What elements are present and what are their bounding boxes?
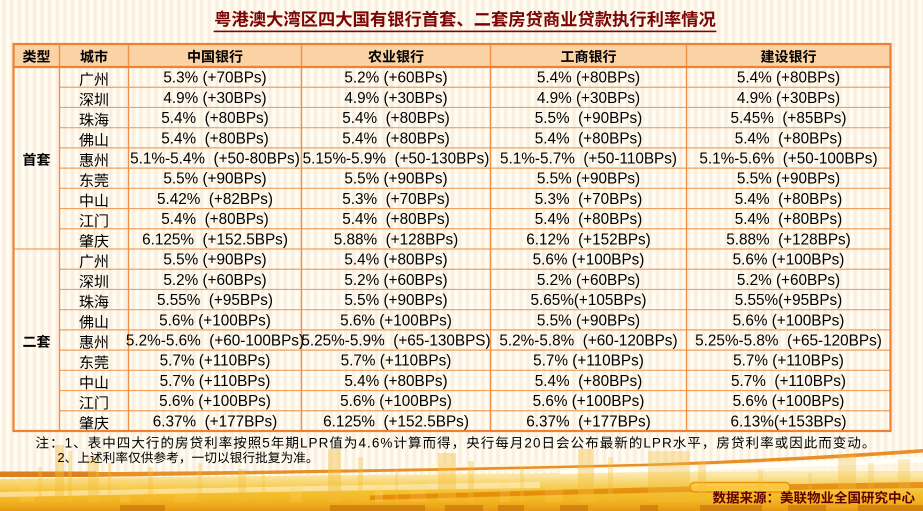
svg-text:5.3% (+70BPs): 5.3% (+70BPs) [163,70,266,87]
svg-text:6.13%(+153BPs): 6.13%(+153BPs) [730,413,846,430]
svg-text:5.4% (+80BPs): 5.4% (+80BPs) [342,110,450,127]
svg-text:5.2% (+60BPs): 5.2% (+60BPs) [737,272,840,289]
svg-text:5.5% (+90BPs): 5.5% (+90BPs) [344,171,447,188]
svg-text:6.37% (+177BPs): 6.37% (+177BPs) [153,413,278,430]
svg-text:5.4% (+80BPs): 5.4% (+80BPs) [161,110,269,127]
svg-text:5.2% (+60BPs): 5.2% (+60BPs) [163,272,266,289]
svg-text:5.5% (+90BPs): 5.5% (+90BPs) [535,110,643,127]
svg-text:6.12% (+152BPs): 6.12% (+152BPs) [526,231,651,248]
svg-text:20: 20 [524,436,541,451]
svg-text:4.9% (+30BPs): 4.9% (+30BPs) [163,90,266,107]
svg-text:5.4% (+80BPs): 5.4% (+80BPs) [342,211,450,228]
svg-text:5.4% (+80BPs): 5.4% (+80BPs) [342,130,450,147]
svg-text:5.2% (+60BPs): 5.2% (+60BPs) [344,272,447,289]
svg-text:5.7% (+110BPs): 5.7% (+110BPs) [160,353,271,370]
svg-text:5.45% (+85BPs): 5.45% (+85BPs) [730,110,846,127]
svg-text:4.9% (+30BPs): 4.9% (+30BPs) [344,90,447,107]
svg-text:5.4% (+80BPs): 5.4% (+80BPs) [535,211,643,228]
svg-text:5.6% (+100BPs): 5.6% (+100BPs) [733,252,845,269]
svg-text:5.5% (+90BPs): 5.5% (+90BPs) [537,312,640,329]
svg-text:5.55% (+95BPs): 5.55% (+95BPs) [157,292,273,309]
svg-text:5.7% (+110BPs): 5.7% (+110BPs) [533,353,644,370]
svg-text:5.2%-5.6% (+60-100BPs): 5.2%-5.6% (+60-100BPs) [126,333,304,350]
svg-text:5.5% (+90BPs): 5.5% (+90BPs) [163,252,266,269]
svg-text:5.4% (+80BPs): 5.4% (+80BPs) [161,130,269,147]
svg-text:6.125% (+152.5BPs): 6.125% (+152.5BPs) [323,413,469,430]
svg-text:5.4% (+80BPs): 5.4% (+80BPs) [344,373,447,390]
svg-text:5.7% (+110BPs): 5.7% (+110BPs) [341,353,452,370]
svg-text:5.5% (+90BPs): 5.5% (+90BPs) [344,292,447,309]
svg-text:5.15%-5.9% (+50-130BPs): 5.15%-5.9% (+50-130BPs) [303,151,490,168]
svg-text:1: 1 [65,436,74,451]
svg-text:5.6% (+100BPs): 5.6% (+100BPs) [533,393,645,410]
svg-text:5.6% (+100BPs): 5.6% (+100BPs) [159,312,271,329]
svg-text:5.7% (+110BPs): 5.7% (+110BPs) [731,373,846,390]
svg-text:5.42% (+82BPs): 5.42% (+82BPs) [157,191,273,208]
svg-text:5.7% (+110BPs): 5.7% (+110BPs) [160,373,271,390]
svg-text:5.5% (+90BPs): 5.5% (+90BPs) [537,171,640,188]
svg-text:6.125% (+152.5BPs): 6.125% (+152.5BPs) [142,231,288,248]
svg-text:5.4% (+80BPs): 5.4% (+80BPs) [344,252,447,269]
svg-text:5.4% (+80BPs): 5.4% (+80BPs) [735,130,843,147]
svg-text:5.6% (+100BPs): 5.6% (+100BPs) [340,312,452,329]
svg-text:LPR: LPR [300,436,329,451]
svg-text:2: 2 [58,451,65,465]
svg-text:5.1%-5.4% (+50-80BPs): 5.1%-5.4% (+50-80BPs) [130,151,300,168]
svg-text:5.65%(+105BPs): 5.65%(+105BPs) [530,292,646,309]
svg-text:5.4% (+80BPs): 5.4% (+80BPs) [735,211,843,228]
svg-text:5.6% (+100BPs): 5.6% (+100BPs) [533,252,645,269]
svg-text:5.7% (+110BPs): 5.7% (+110BPs) [733,353,844,370]
svg-text:5.6% (+100BPs): 5.6% (+100BPs) [340,393,452,410]
svg-text:5.2% (+60BPs): 5.2% (+60BPs) [537,272,640,289]
svg-text:4.9% (+30BPs): 4.9% (+30BPs) [737,90,840,107]
svg-text:5.1%-5.6% (+50-100BPs): 5.1%-5.6% (+50-100BPs) [699,151,877,168]
svg-text:5.88% (+128BPs): 5.88% (+128BPs) [334,231,459,248]
svg-text:5.4% (+80BPs): 5.4% (+80BPs) [161,211,269,228]
svg-text:5.4% (+80BPs): 5.4% (+80BPs) [535,373,643,390]
svg-text:LPR: LPR [643,436,672,451]
svg-text:5.6% (+100BPs): 5.6% (+100BPs) [733,393,845,410]
svg-text:5.1%-5.7% (+50-110BPs): 5.1%-5.7% (+50-110BPs) [500,151,677,168]
svg-text:5.3% (+70BPs): 5.3% (+70BPs) [342,191,450,208]
svg-text:5.3% (+70BPs): 5.3% (+70BPs) [535,191,643,208]
svg-text:4.9% (+30BPs): 4.9% (+30BPs) [537,90,640,107]
svg-text:5.6% (+100BPs): 5.6% (+100BPs) [159,393,271,410]
svg-text:5.55%(+95BPs): 5.55%(+95BPs) [735,292,843,309]
svg-text:5.4% (+80BPs): 5.4% (+80BPs) [537,70,640,87]
svg-text:5: 5 [262,436,271,451]
svg-text:5.25%-5.8% (+65-120BPs): 5.25%-5.8% (+65-120BPs) [695,333,882,350]
svg-text:4.6%: 4.6% [358,436,393,451]
svg-text:5.4% (+80BPs): 5.4% (+80BPs) [735,191,843,208]
svg-text:5.6% (+100BPs): 5.6% (+100BPs) [733,312,845,329]
svg-text:5.4% (+80BPs): 5.4% (+80BPs) [535,130,643,147]
svg-text:6.37% (+177BPs): 6.37% (+177BPs) [526,413,651,430]
svg-text:5.2% (+60BPs): 5.2% (+60BPs) [344,70,447,87]
svg-text:5.5% (+90BPs): 5.5% (+90BPs) [737,171,840,188]
svg-text:5.4% (+80BPs): 5.4% (+80BPs) [737,70,840,87]
svg-text:5.5% (+90BPs): 5.5% (+90BPs) [163,171,266,188]
svg-text:5.2%-5.8% (+60-120BPs): 5.2%-5.8% (+60-120BPs) [499,333,677,350]
svg-text:5.88% (+128BPs): 5.88% (+128BPs) [726,231,851,248]
svg-text:5.25%-5.9% (+65-130BPS): 5.25%-5.9% (+65-130BPS) [301,333,490,350]
